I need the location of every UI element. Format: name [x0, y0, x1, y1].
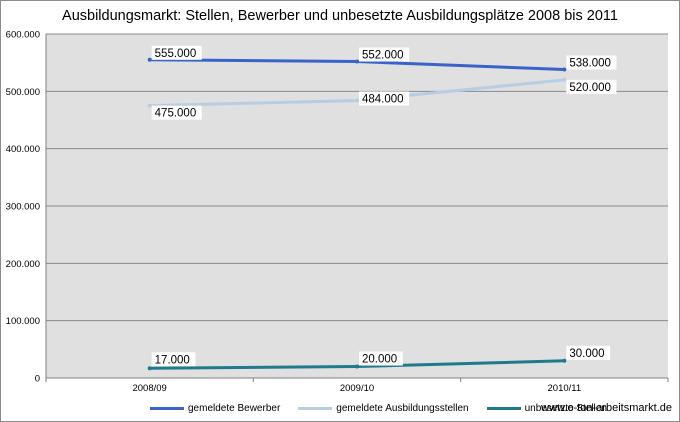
data-label-bewerber: 552.000	[359, 47, 410, 62]
data-label-box	[151, 352, 196, 367]
data-point-unbesetzte	[355, 364, 359, 369]
data-label-text: 484.000	[362, 94, 404, 106]
data-label-box	[151, 45, 202, 60]
data-label-text: 552.000	[362, 50, 404, 62]
data-label-box	[566, 345, 611, 360]
legend-swatch-unbesetzte	[486, 407, 521, 410]
data-label-unbesetzte: 17.000	[151, 352, 196, 367]
legend-label-unbesetzte: unbesetzte Stellen	[524, 403, 607, 414]
data-label-text: 30.000	[569, 348, 604, 360]
y-tick-label: 500.000	[6, 87, 40, 98]
data-label-text: 538.000	[569, 58, 611, 70]
data-label-box	[359, 351, 403, 366]
legend-label-bewerber: gemeldete Bewerber	[188, 403, 281, 414]
data-label-ausbildungsstellen: 520.000	[566, 79, 617, 94]
chart-title: Ausbildungsmarkt: Stellen, Bewerber und …	[62, 8, 618, 24]
data-point-bewerber	[355, 59, 359, 64]
data-label-text: 475.000	[155, 108, 197, 120]
legend: gemeldete Bewerber gemeldete Ausbildungs…	[150, 403, 625, 414]
data-point-ausbildungsstellen	[562, 77, 567, 82]
data-point-ausbildungsstellen	[355, 98, 359, 103]
data-label-ausbildungsstellen: 484.000	[359, 91, 410, 106]
gridlines	[46, 33, 668, 322]
data-label-text: 520.000	[569, 82, 611, 94]
legend-item-unbesetzte: unbesetzte Stellen	[486, 403, 607, 414]
data-point-ausbildungsstellen	[147, 103, 152, 108]
data-label-box	[566, 79, 617, 94]
data-point-bewerber	[562, 67, 567, 72]
data-label-unbesetzte: 20.000	[359, 351, 403, 366]
y-tick-label: 100.000	[6, 316, 40, 327]
y-tick-label: 600.000	[6, 30, 40, 41]
legend-swatch-ausbildungsstellen	[298, 407, 333, 410]
legend-item-ausbildungsstellen: gemeldete Ausbildungsstellen	[298, 403, 469, 414]
legend-label-ausbildungsstellen: gemeldete Ausbildungsstellen	[336, 403, 469, 414]
legend-swatch-bewerber	[150, 407, 184, 410]
x-tick-label: 2010/11	[548, 383, 582, 394]
data-label-text: 20.000	[362, 354, 397, 366]
y-tick-label: 0	[35, 374, 40, 385]
data-label-text: 17.000	[155, 354, 190, 366]
y-axis: 0 100.000 200.000 300.000 400.000 500.000 600.…	[6, 30, 47, 385]
data-point-unbesetzte	[147, 366, 152, 371]
data-labels: 555.000 552.000 538.000 475.000 484.000 520.0…	[151, 45, 617, 367]
y-tick-label: 300.000	[6, 202, 40, 213]
y-tick-label: 200.000	[6, 259, 40, 270]
data-point-unbesetzte	[562, 358, 567, 363]
x-tick-label: 2008/09	[132, 383, 166, 394]
y-tick-label: 400.000	[6, 144, 40, 155]
series-lines	[147, 57, 567, 371]
data-label-unbesetzte: 30.000	[566, 345, 611, 360]
x-axis: 2008/09 2009/10 2010/11	[45, 377, 669, 394]
data-label-bewerber: 555.000	[151, 45, 202, 60]
data-label-box	[359, 91, 410, 106]
x-tick-label: 2009/10	[340, 383, 374, 394]
data-point-bewerber	[147, 57, 152, 62]
website-credit: www.o-ton-arbeitsmarkt.de	[541, 402, 672, 414]
data-label-text: 555.000	[155, 48, 197, 60]
data-label-ausbildungsstellen: 475.000	[151, 105, 202, 120]
data-label-box	[151, 105, 202, 120]
data-label-box	[566, 55, 617, 70]
data-label-bewerber: 538.000	[566, 55, 617, 70]
legend-item-bewerber: gemeldete Bewerber	[150, 403, 280, 414]
data-label-box	[359, 47, 410, 62]
